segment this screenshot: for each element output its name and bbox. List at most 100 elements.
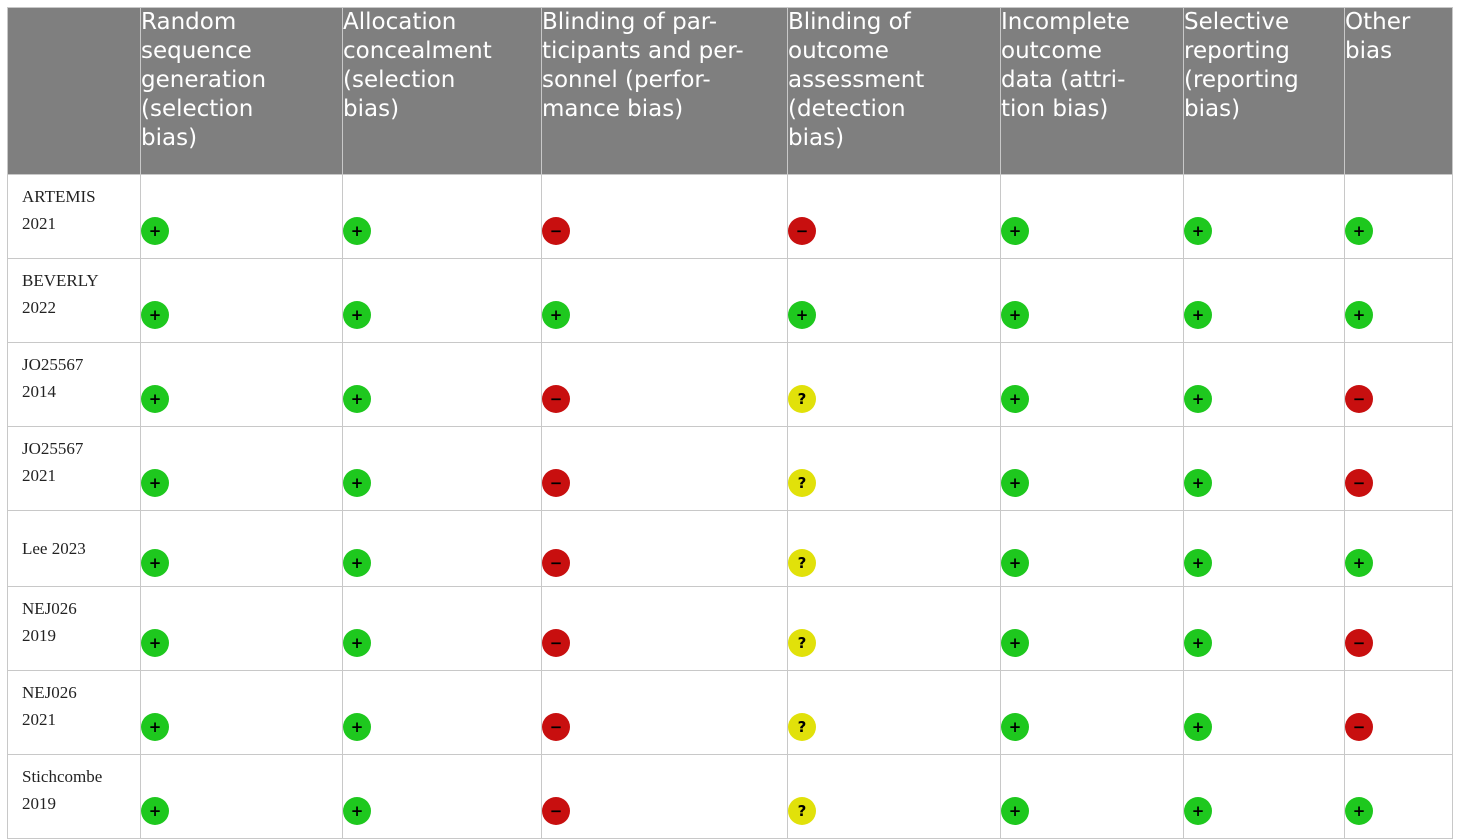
judgement-cell: + [1344, 510, 1453, 587]
high-risk-icon: − [788, 216, 816, 245]
low-risk-icon: + [1001, 712, 1029, 741]
low-risk-icon: + [141, 628, 169, 657]
judgement-cell: + [1183, 586, 1345, 671]
judgement-cell: + [1183, 342, 1345, 427]
low-risk-icon: + [1345, 300, 1373, 329]
low-risk-icon: + [788, 300, 816, 329]
judgement-cell: − [541, 174, 788, 259]
study-name: JO25567 [22, 355, 84, 374]
judgement-cell: + [342, 586, 542, 671]
low-risk-icon: + [1001, 468, 1029, 497]
study-name-cell: Lee 2023 [7, 510, 141, 587]
header-line: (selection [343, 67, 456, 93]
study-name: 2022 [22, 298, 56, 317]
low-risk-icon: + [343, 712, 371, 741]
judgement-cell: + [140, 426, 343, 511]
judgement-cell: + [1344, 754, 1453, 839]
study-name: 2019 [22, 626, 56, 645]
header-line: Blinding of par- [542, 9, 718, 35]
low-risk-icon: + [1184, 300, 1212, 329]
judgement-cell: − [541, 426, 788, 511]
high-risk-icon: − [542, 628, 570, 657]
low-risk-icon: + [141, 468, 169, 497]
judgement-cell: + [342, 510, 542, 587]
judgement-cell: + [1344, 258, 1453, 343]
study-name: NEJ026 [22, 683, 77, 702]
judgement-cell: + [342, 426, 542, 511]
unclear-risk-icon: ? [788, 384, 816, 413]
unclear-risk-icon: ? [788, 468, 816, 497]
study-name: 2021 [22, 466, 56, 485]
header-cell-selective-reporting: Selective reporting (reporting bias) [1183, 7, 1345, 175]
low-risk-icon: + [343, 548, 371, 577]
judgement-cell: − [1344, 586, 1453, 671]
judgement-cell: + [140, 586, 343, 671]
study-name: JO25567 [22, 439, 84, 458]
low-risk-icon: + [141, 384, 169, 413]
header-line: bias) [141, 125, 198, 151]
judgement-cell: ? [787, 754, 1001, 839]
judgement-cell: − [1344, 342, 1453, 427]
header-cell-study [7, 7, 141, 175]
header-line: data (attri- [1001, 67, 1126, 93]
judgement-cell: + [1000, 754, 1184, 839]
table-row: ARTEMIS 2021 + + − − + + + [7, 174, 1453, 259]
study-name: 2021 [22, 214, 56, 233]
header-cell-incomplete-data: Incomplete outcome data (attri-tion bias) [1000, 7, 1184, 175]
header-line: Random [141, 9, 237, 35]
low-risk-icon: + [1345, 216, 1373, 245]
low-risk-icon: + [1001, 628, 1029, 657]
unclear-risk-icon: ? [788, 548, 816, 577]
low-risk-icon: + [1345, 796, 1373, 825]
judgement-cell: ? [787, 670, 1001, 755]
header-line: Allocation [343, 9, 457, 35]
header-line: tion bias) [1001, 96, 1109, 122]
header-line: Blinding of [788, 9, 911, 35]
judgement-cell: + [1183, 426, 1345, 511]
judgement-cell: + [140, 342, 343, 427]
low-risk-icon: + [1001, 384, 1029, 413]
table-row: Lee 2023 + + −? + + + [7, 510, 1453, 587]
judgement-cell: + [342, 670, 542, 755]
judgement-cell: − [787, 174, 1001, 259]
header-line: assessment [788, 67, 925, 93]
judgement-cell: + [1344, 174, 1453, 259]
header-line: outcome [1001, 38, 1102, 64]
low-risk-icon: + [1184, 628, 1212, 657]
judgement-cell: + [1183, 754, 1345, 839]
judgement-cell: − [541, 670, 788, 755]
judgement-cell: + [541, 258, 788, 343]
low-risk-icon: + [1001, 300, 1029, 329]
judgement-cell: − [1344, 426, 1453, 511]
header-line: bias) [1184, 96, 1241, 122]
table-row: NEJ026 2021 + + −? + + − [7, 670, 1453, 755]
high-risk-icon: − [542, 216, 570, 245]
header-cell-random-sequence: Random sequence generation (selection bias) [140, 7, 343, 175]
study-name-cell: NEJ026 2019 [7, 586, 141, 671]
judgement-cell: + [1000, 342, 1184, 427]
low-risk-icon: + [1345, 548, 1373, 577]
low-risk-icon: + [1001, 796, 1029, 825]
judgement-cell: + [1000, 426, 1184, 511]
high-risk-icon: − [542, 468, 570, 497]
low-risk-icon: + [1001, 548, 1029, 577]
study-name: NEJ026 [22, 599, 77, 618]
header-line: outcome [788, 38, 889, 64]
judgement-cell: ? [787, 426, 1001, 511]
header-line: concealment [343, 38, 492, 64]
low-risk-icon: + [1184, 216, 1212, 245]
table-body: ARTEMIS 2021 + + − − + + + BEVERLY 2022 + + + + + + + JO25… [7, 174, 1453, 839]
header-line: (reporting [1184, 67, 1299, 93]
judgement-cell: + [1183, 510, 1345, 587]
judgement-cell: − [541, 510, 788, 587]
table-row: Stichcombe 2019 + + −? + + + [7, 754, 1453, 839]
risk-of-bias-table: Random sequence generation (selection bias) … [7, 7, 1453, 839]
header-line: (selection [141, 96, 254, 122]
study-name: 2019 [22, 794, 56, 813]
judgement-cell: + [1000, 586, 1184, 671]
study-name: ARTEMIS [22, 187, 96, 206]
low-risk-icon: + [1184, 796, 1212, 825]
low-risk-icon: + [141, 712, 169, 741]
header-line: Selective [1184, 9, 1290, 35]
judgement-cell: + [342, 754, 542, 839]
